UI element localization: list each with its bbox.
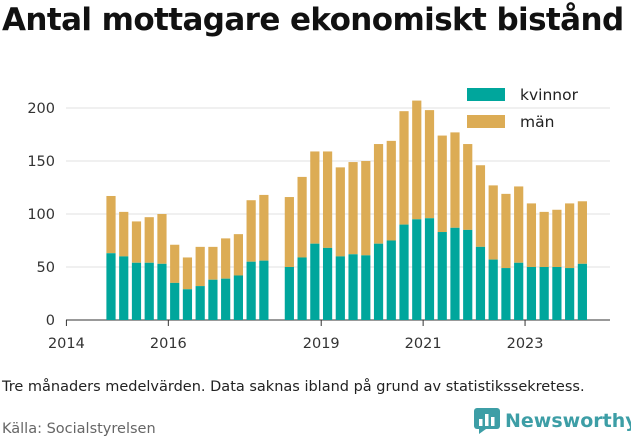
x-tick-label: 2016 bbox=[150, 336, 187, 352]
bar-chart: 0 50 100 150 200 2014 2016 2019 2021 2023 kvinno… bbox=[27, 86, 610, 352]
bar-man bbox=[539, 211, 549, 267]
bar-man bbox=[106, 195, 116, 254]
bar-man bbox=[373, 144, 384, 244]
bar-man bbox=[297, 176, 307, 258]
x-tick-label: 2019 bbox=[303, 336, 340, 352]
bar-kvinnor bbox=[424, 218, 435, 320]
bar-man bbox=[157, 214, 167, 264]
bar-kvinnor bbox=[322, 247, 333, 320]
y-tick-label: 50 bbox=[37, 260, 55, 276]
bar-kvinnor bbox=[119, 256, 129, 320]
bar-kvinnor bbox=[450, 227, 460, 320]
bar-man bbox=[348, 162, 358, 255]
newsworthy-logo-icon bbox=[474, 408, 500, 434]
bar-kvinnor bbox=[195, 286, 205, 320]
bar-man bbox=[246, 200, 256, 262]
bar-man bbox=[424, 110, 435, 219]
bar-man bbox=[475, 165, 486, 247]
bar-kvinnor bbox=[373, 243, 384, 320]
x-tick-label: 2023 bbox=[507, 336, 544, 352]
bar-kvinnor bbox=[284, 267, 294, 320]
x-tick-labels: 2014 2016 2019 2021 2023 bbox=[48, 320, 544, 352]
bar-kvinnor bbox=[577, 263, 587, 320]
bar-man bbox=[552, 209, 562, 267]
bar-man bbox=[450, 132, 460, 228]
bar-man bbox=[514, 186, 524, 263]
bar-kvinnor bbox=[310, 243, 320, 320]
bar-kvinnor bbox=[208, 279, 218, 320]
legend: kvinnor män bbox=[467, 86, 579, 131]
legend-swatch bbox=[467, 88, 505, 101]
bar-man bbox=[221, 238, 231, 279]
y-tick-label: 100 bbox=[27, 207, 55, 223]
bar-kvinnor bbox=[514, 262, 524, 320]
bar-man bbox=[233, 234, 243, 276]
bar-kvinnor bbox=[221, 278, 231, 320]
x-tick-label: 2014 bbox=[48, 336, 85, 352]
bar-kvinnor bbox=[157, 263, 167, 320]
y-tick-labels: 0 50 100 150 200 bbox=[27, 101, 55, 329]
newsworthy-logo: Newsworthy bbox=[474, 404, 631, 438]
bar-kvinnor bbox=[335, 256, 345, 320]
bar-man bbox=[399, 111, 409, 225]
bar-kvinnor bbox=[297, 257, 307, 320]
newsworthy-logo-text: Newsworthy bbox=[505, 410, 631, 432]
x-tick-label: 2021 bbox=[405, 336, 442, 352]
legend-swatch bbox=[467, 115, 505, 128]
bar-kvinnor bbox=[552, 267, 562, 320]
bar-man bbox=[259, 194, 269, 261]
bars bbox=[106, 100, 587, 320]
legend-label: kvinnor bbox=[520, 86, 579, 104]
bar-kvinnor bbox=[488, 259, 498, 320]
bar-man bbox=[361, 161, 371, 256]
chart-note: Tre månaders medelvärden. Data saknas ib… bbox=[2, 379, 585, 395]
bar-man bbox=[170, 244, 180, 283]
bar-man bbox=[195, 246, 205, 287]
y-tick-label: 0 bbox=[46, 313, 55, 329]
bar-man bbox=[386, 140, 396, 241]
bar-man bbox=[322, 151, 333, 248]
bar-man bbox=[182, 257, 193, 290]
bar-man bbox=[119, 211, 129, 257]
bar-kvinnor bbox=[361, 255, 371, 320]
source-label: Källa: Socialstyrelsen bbox=[2, 421, 156, 437]
bar-kvinnor bbox=[437, 232, 447, 320]
bar-kvinnor bbox=[539, 267, 549, 320]
bar-man bbox=[131, 221, 142, 263]
bar-man bbox=[144, 217, 154, 263]
bar-kvinnor bbox=[106, 253, 116, 320]
bar-kvinnor bbox=[526, 267, 537, 320]
bar-kvinnor bbox=[386, 240, 396, 320]
bar-kvinnor bbox=[475, 246, 486, 320]
bar-kvinnor bbox=[182, 289, 193, 320]
bar-kvinnor bbox=[565, 268, 575, 320]
bar-man bbox=[526, 203, 537, 267]
bar-kvinnor bbox=[246, 261, 256, 320]
bar-kvinnor bbox=[233, 275, 243, 320]
chart-title: Antal mottagare ekonomiskt bistånd bbox=[2, 2, 624, 38]
bar-man bbox=[310, 151, 320, 244]
bar-kvinnor bbox=[501, 268, 511, 320]
bar-man bbox=[335, 167, 345, 257]
bar-man bbox=[412, 100, 422, 220]
bar-man bbox=[284, 197, 294, 267]
bar-man bbox=[565, 203, 575, 269]
bar-kvinnor bbox=[144, 262, 154, 320]
bar-kvinnor bbox=[399, 224, 409, 320]
bar-man bbox=[463, 144, 473, 230]
bar-kvinnor bbox=[348, 254, 358, 320]
bar-kvinnor bbox=[170, 282, 180, 320]
bar-man bbox=[501, 193, 511, 269]
bar-man bbox=[577, 201, 587, 264]
y-tick-label: 150 bbox=[27, 154, 55, 170]
bar-kvinnor bbox=[412, 219, 422, 320]
bar-man bbox=[437, 135, 447, 233]
y-tick-label: 200 bbox=[27, 101, 55, 117]
bar-man bbox=[208, 246, 218, 280]
bar-man bbox=[488, 185, 498, 260]
bar-kvinnor bbox=[131, 262, 142, 320]
legend-label: män bbox=[520, 113, 554, 131]
bar-kvinnor bbox=[463, 229, 473, 320]
bar-kvinnor bbox=[259, 260, 269, 320]
